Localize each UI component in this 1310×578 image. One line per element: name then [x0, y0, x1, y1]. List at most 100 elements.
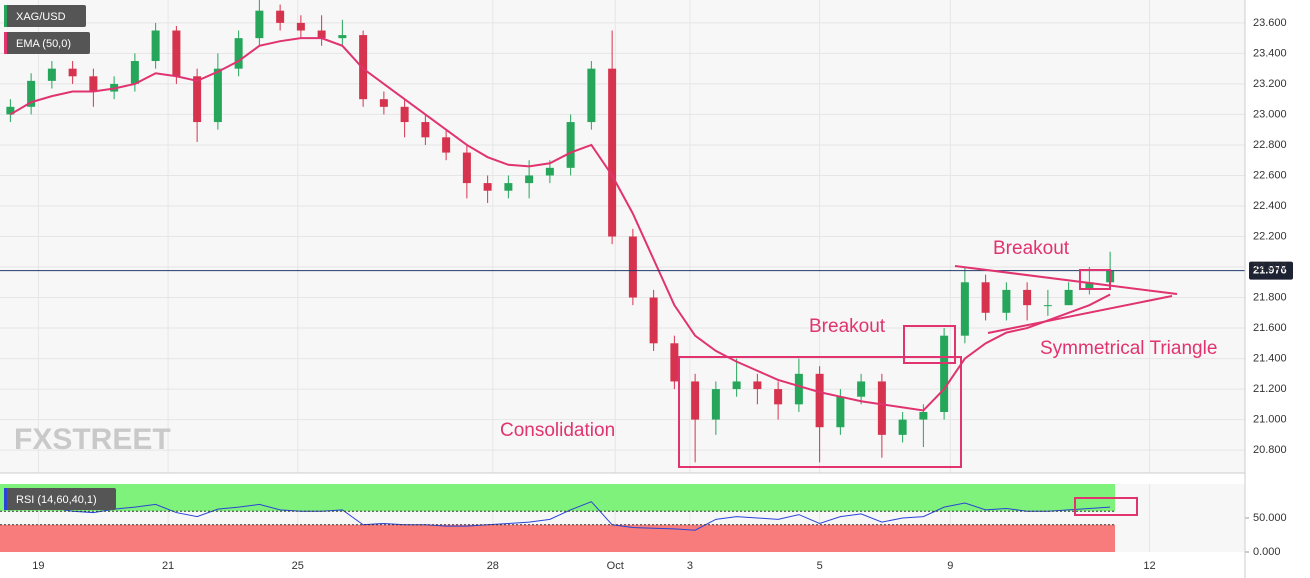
legend: XAG/USD EMA (50,0) RSI (14,60,40,1) — [4, 5, 116, 510]
legend-box — [4, 32, 90, 54]
candle-body — [670, 343, 679, 382]
x-tick-label: 5 — [817, 560, 823, 572]
candle-body — [587, 68, 596, 123]
y-tick-label: 23.200 — [1253, 78, 1287, 90]
candle-body — [566, 122, 575, 168]
candle-body — [1023, 289, 1032, 306]
candle-body — [732, 381, 741, 390]
breakout-box — [1079, 269, 1111, 290]
candle-body — [151, 30, 160, 62]
candle-body — [317, 30, 326, 39]
y-tick-label: 21.400 — [1253, 352, 1287, 364]
candle-body — [338, 35, 347, 39]
legend-swatch — [4, 32, 7, 54]
candle-body — [213, 68, 222, 123]
x-tick-label: 3 — [687, 560, 693, 572]
breakout-box — [903, 325, 956, 364]
candle-body — [960, 282, 969, 336]
legend-swatch — [4, 5, 7, 27]
annotation: Breakout — [809, 316, 886, 337]
y-tick-label: 22.400 — [1253, 200, 1287, 212]
legend-box — [4, 5, 86, 27]
candle-body — [6, 106, 15, 115]
x-tick-label: 9 — [947, 560, 953, 572]
candle-body — [691, 381, 700, 420]
y-tick-label: 0.000 — [1253, 546, 1281, 558]
y-tick-label: 21.600 — [1253, 322, 1287, 334]
candle-body — [234, 38, 243, 69]
candle-body — [47, 68, 56, 81]
candle-body — [794, 373, 803, 405]
x-tick-label: 25 — [292, 560, 304, 572]
annotations — [678, 265, 1178, 516]
candle-body — [940, 335, 949, 412]
candle-body — [649, 297, 658, 344]
y-tick-label: 22.200 — [1253, 230, 1287, 242]
candle-body — [172, 30, 181, 77]
y-tick-label: 21.000 — [1253, 414, 1287, 426]
candle-body — [421, 122, 430, 138]
annotation: Breakout — [993, 238, 1070, 259]
candle-body — [1064, 289, 1073, 306]
candle-body — [774, 389, 783, 405]
y-tick-label: 21.800 — [1253, 291, 1287, 303]
legend-swatch — [4, 488, 7, 510]
candle-body — [836, 396, 845, 428]
candle-body — [504, 183, 513, 191]
triangle-line — [987, 295, 1173, 334]
rsi-line — [10, 501, 1111, 531]
candle-body — [545, 167, 554, 176]
x-tick-label: 28 — [487, 560, 499, 572]
x-tick-label: 19 — [32, 560, 44, 572]
candle-body — [753, 381, 762, 390]
candle-body — [815, 373, 824, 428]
y-tick-label: 22.600 — [1253, 169, 1287, 181]
candle-body — [877, 381, 886, 435]
candle-body — [1085, 282, 1094, 290]
annotation: Symmetrical Triangle — [1040, 338, 1217, 359]
legend-box — [4, 488, 116, 510]
y-tick-label: 23.400 — [1253, 47, 1287, 59]
candle-body — [359, 35, 368, 100]
x-tick-label: 21 — [162, 560, 174, 572]
candle-body — [1043, 305, 1052, 307]
candle-body — [981, 282, 990, 313]
ema-line — [9, 37, 1111, 412]
x-tick-label: Oct — [607, 560, 624, 572]
y-tick-label: 20.800 — [1253, 444, 1287, 456]
candle-body — [89, 76, 98, 92]
candle-body — [898, 419, 907, 435]
watermark: FXSTREET — [14, 423, 171, 456]
candle-body — [608, 68, 617, 237]
candle-body — [462, 152, 471, 184]
candle-body — [919, 411, 928, 420]
x-tick-label: 12 — [1143, 560, 1155, 572]
candle-body — [400, 106, 409, 123]
candle-body — [193, 76, 202, 123]
annotation: Consolidation — [500, 420, 615, 441]
candle-body — [628, 236, 637, 298]
candle-body — [68, 68, 77, 77]
y-tick-label: 23.000 — [1253, 108, 1287, 120]
rsi-box — [1074, 497, 1138, 516]
y-tick-label: 50.000 — [1253, 512, 1287, 524]
triangle-line — [954, 265, 1178, 295]
overbought-zone — [0, 484, 1115, 512]
candle-body — [442, 137, 451, 153]
candle-body — [483, 183, 492, 191]
y-tick-label: 22.000 — [1253, 261, 1287, 273]
consolidation-box — [678, 356, 962, 468]
candle-body — [857, 381, 866, 397]
candle-body — [296, 22, 305, 31]
candle-body — [379, 99, 388, 107]
legend-label: RSI (14,60,40,1) — [16, 494, 97, 506]
price-label: 21.976 — [1253, 265, 1287, 277]
y-tick-label: 22.800 — [1253, 139, 1287, 151]
candle-body — [130, 61, 139, 84]
price-tag — [1249, 261, 1293, 280]
legend-label: EMA (50,0) — [16, 38, 71, 50]
candle-body — [255, 10, 264, 39]
candle-body — [711, 389, 720, 420]
candle-body — [27, 80, 36, 107]
